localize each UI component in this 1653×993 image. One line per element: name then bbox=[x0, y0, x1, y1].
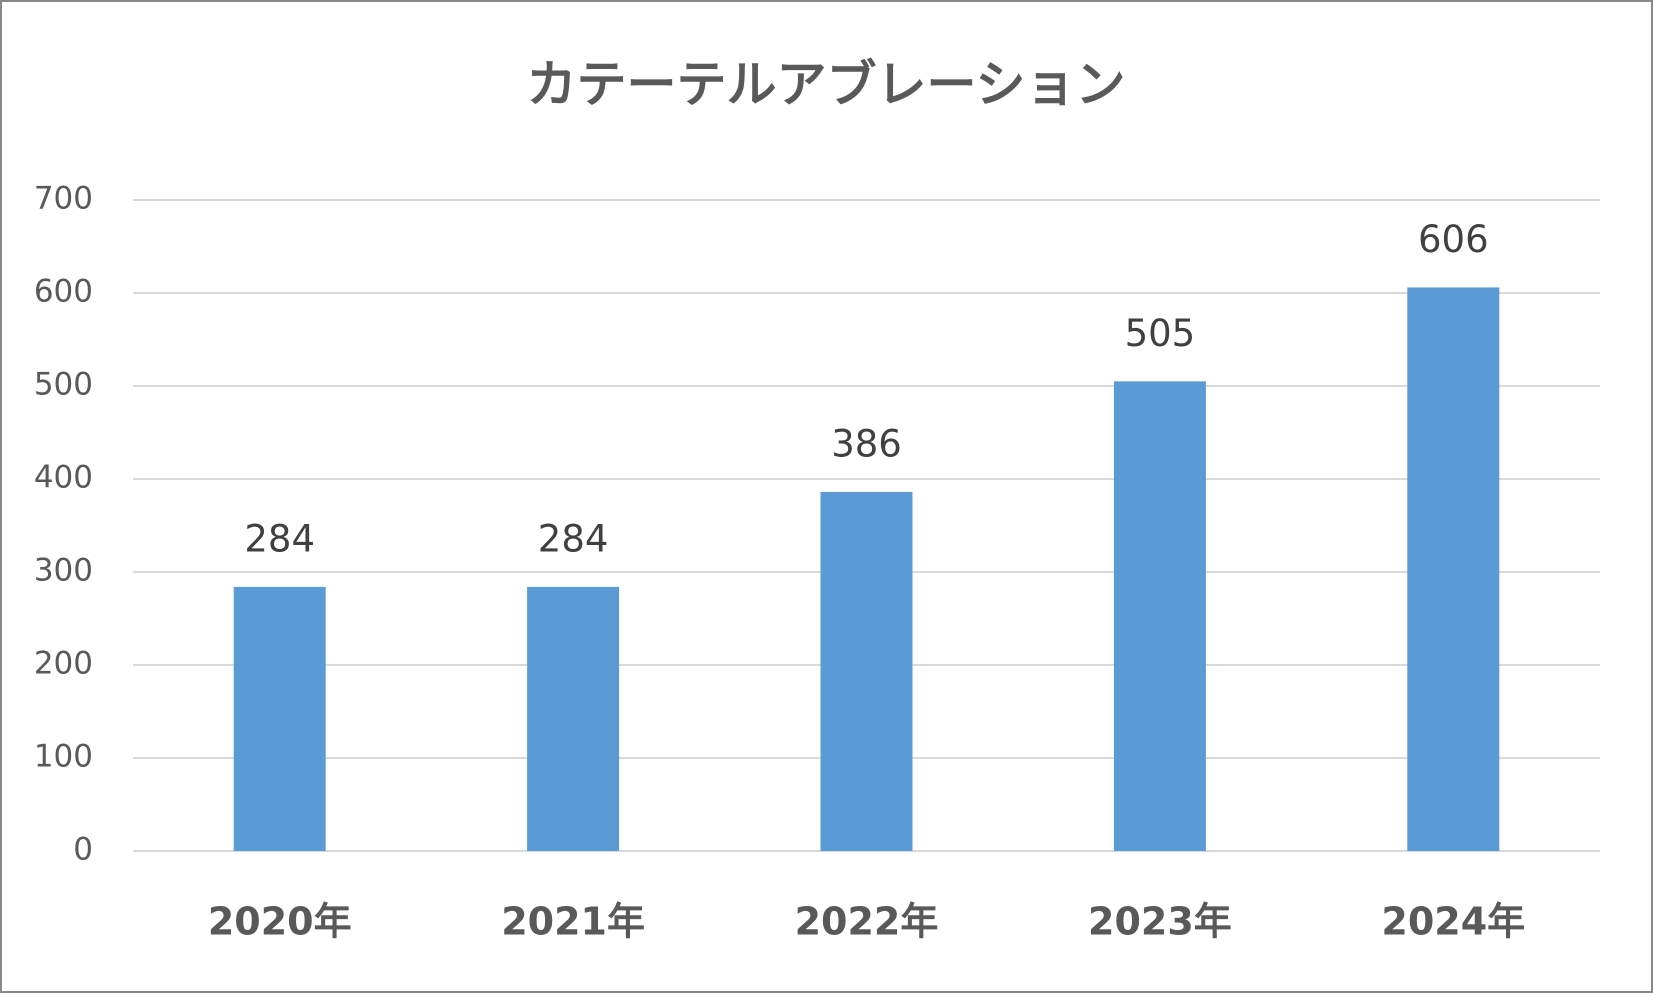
data-label: 284 bbox=[538, 517, 609, 560]
data-label: 386 bbox=[831, 423, 902, 466]
bar bbox=[1407, 287, 1500, 851]
y-tick-label: 600 bbox=[34, 274, 93, 310]
data-label: 505 bbox=[1125, 312, 1196, 355]
y-tick-label: 0 bbox=[73, 832, 93, 868]
x-tick-label: 2020年 bbox=[208, 900, 352, 944]
bar bbox=[820, 492, 913, 851]
bar bbox=[527, 586, 620, 851]
y-tick-label: 100 bbox=[34, 739, 93, 775]
chart-title: カテーテルアブレーション bbox=[527, 56, 1126, 114]
y-tick-label: 400 bbox=[34, 460, 93, 496]
data-label: 606 bbox=[1418, 218, 1489, 261]
bar bbox=[233, 586, 326, 851]
x-tick-label: 2022年 bbox=[795, 900, 939, 944]
y-tick-label: 200 bbox=[34, 646, 93, 682]
bar bbox=[1113, 381, 1206, 851]
y-tick-label: 300 bbox=[34, 553, 93, 589]
x-tick-label: 2024年 bbox=[1381, 900, 1525, 944]
y-tick-label: 500 bbox=[34, 367, 93, 403]
x-tick-label: 2021年 bbox=[501, 900, 645, 944]
y-tick-label: 700 bbox=[34, 181, 93, 217]
x-tick-label: 2023年 bbox=[1088, 900, 1232, 944]
data-label: 284 bbox=[244, 517, 315, 560]
